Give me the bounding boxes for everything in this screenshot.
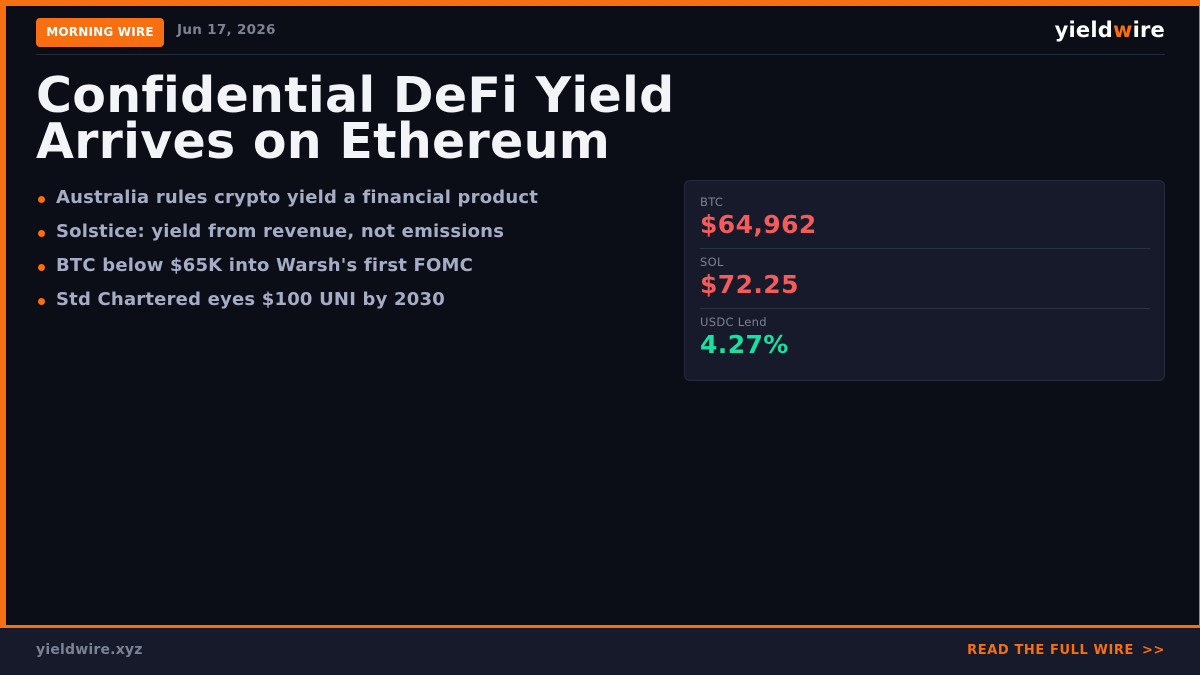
headline: Confidential DeFi Yield Arrives on Ether… (36, 71, 736, 166)
bullet-item: Solstice: yield from revenue, not emissi… (38, 214, 538, 248)
headline-line: Arrives on Ethereum (36, 113, 611, 170)
bullet-dot-icon (38, 297, 45, 305)
stat-value: $72.25 (700, 270, 799, 299)
cta-label: READ THE FULL WIRE (967, 643, 1134, 658)
stat-sol: SOL $72.25 (700, 255, 1150, 299)
footer-bar: yieldwire.xyz READ THE FULL WIRE >> (0, 625, 1200, 675)
stat-label: USDC Lend (700, 315, 767, 329)
bullet-dot-icon (38, 263, 45, 271)
bullet-item: Australia rules crypto yield a financial… (38, 180, 538, 214)
stat-usdc-lend: USDC Lend 4.27% (700, 315, 1150, 359)
stat-btc: BTC $64,962 (700, 195, 1150, 239)
bullet-text: Std Chartered eyes $100 UNI by 2030 (56, 288, 445, 310)
double-chevron-right-icon: >> (1142, 643, 1165, 658)
bullet-text: Australia rules crypto yield a financial… (56, 186, 539, 208)
bullet-list: Australia rules crypto yield a financial… (38, 180, 538, 316)
stat-label: SOL (700, 255, 724, 269)
footer-site-link[interactable]: yieldwire.xyz (36, 642, 143, 658)
brand-logo: yieldwire (1055, 18, 1165, 42)
bullet-item: BTC below $65K into Warsh's first FOMC (38, 248, 538, 282)
market-stats-panel: BTC $64,962 SOL $72.25 USDC Lend 4.27% (684, 180, 1165, 381)
brand-logo-part: yield (1054, 18, 1113, 42)
brand-logo-accent: w (1112, 18, 1133, 42)
bullet-dot-icon (38, 229, 45, 237)
stat-value: 4.27% (700, 330, 789, 359)
bullet-text: Solstice: yield from revenue, not emissi… (56, 220, 505, 242)
read-full-wire-link[interactable]: READ THE FULL WIRE >> (967, 643, 1165, 658)
stat-label: BTC (700, 195, 724, 209)
edition-badge: MORNING WIRE (36, 18, 164, 47)
issue-date: Jun 17, 2026 (177, 22, 276, 38)
bullet-text: BTC below $65K into Warsh's first FOMC (56, 254, 474, 276)
bullet-dot-icon (38, 195, 45, 203)
headline-line: Confidential DeFi Yield (36, 67, 675, 124)
header-divider (36, 54, 1165, 55)
bullet-item: Std Chartered eyes $100 UNI by 2030 (38, 282, 538, 316)
left-accent-border (0, 0, 6, 628)
stat-divider (700, 308, 1150, 309)
stat-divider (700, 248, 1150, 249)
stat-value: $64,962 (700, 210, 817, 239)
brand-logo-part: ire (1132, 18, 1165, 42)
top-accent-border (0, 0, 1200, 6)
